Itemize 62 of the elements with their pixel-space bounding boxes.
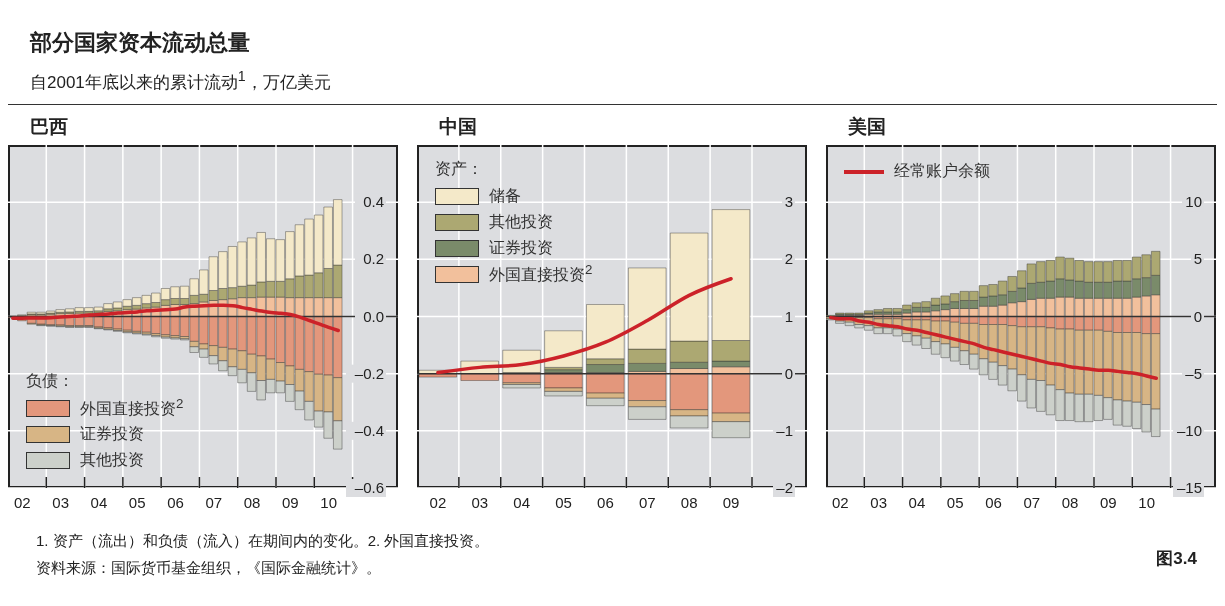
x-tick-label: 05: [555, 493, 572, 511]
x-tick-label: 05: [128, 493, 146, 511]
y-tick-label: 10: [1185, 192, 1202, 210]
legend-label: 外国直接投资$^{2}$: [80, 396, 184, 420]
y-tick-label: –5: [1185, 364, 1202, 382]
y-tick-label: –10: [1176, 421, 1202, 439]
y-tick-label: –2: [776, 478, 793, 496]
text: 1. 资产（流出）和负债（流入）在期间内的变化。2. 外国直接投资。: [36, 531, 490, 549]
x-tick-label: 06: [597, 493, 614, 511]
y-tick-label: 0: [1193, 307, 1202, 325]
x-tick-label: 05: [946, 493, 964, 511]
x-tick-label: 08: [1061, 493, 1079, 511]
text: 自2001年底以来的累计流动$^{1}$，万亿美元: [29, 67, 332, 94]
x-tick-label: 03: [52, 493, 69, 511]
x-tick-label: 02: [429, 493, 447, 511]
x-tick-label: 06: [167, 493, 184, 511]
x-tick-label: 07: [205, 493, 223, 511]
x-tick-label: 02: [832, 493, 849, 511]
x-tick-label: 09: [722, 493, 740, 511]
x-tick-label: 10: [1138, 493, 1155, 511]
y-tick-label: 0.4: [363, 192, 384, 210]
legend-label: 储备: [489, 186, 521, 207]
x-tick-label: 02: [14, 493, 31, 511]
y-tick-label: –0.2: [354, 364, 384, 382]
x-tick-label: 03: [471, 493, 489, 511]
x-tick-label: 03: [870, 493, 887, 511]
x-tick-label: 06: [985, 493, 1002, 511]
y-tick-label: 1: [784, 307, 793, 325]
legend-label: 外国直接投资$^{2}$: [489, 262, 593, 286]
text: 部分国家资本流动总量: [28, 29, 251, 57]
x-tick-label: 10: [320, 493, 337, 511]
legend-label: 其他投资: [80, 450, 144, 471]
x-tick-label: 08: [680, 493, 698, 511]
y-tick-label: 0: [784, 364, 793, 382]
legend-label: 经常账户余额: [894, 161, 990, 182]
legend-label: 证券投资: [489, 238, 553, 259]
x-tick-label: 04: [90, 493, 108, 511]
legend-title: 负债：: [26, 370, 75, 391]
x-tick-label: 07: [638, 493, 656, 511]
y-tick-label: 0.0: [363, 307, 384, 325]
chart-title: 中国: [438, 114, 478, 139]
y-tick-label: 0.2: [363, 249, 384, 267]
y-tick-label: –0.4: [354, 421, 384, 439]
y-tick-label: 3: [784, 192, 793, 210]
y-tick-label: –1: [776, 421, 793, 439]
x-tick-label: 08: [243, 493, 261, 511]
chart-title: 巴西: [29, 114, 69, 139]
legend-title: 资产：: [435, 158, 484, 179]
y-tick-label: 5: [1193, 249, 1202, 267]
x-tick-label: 04: [513, 493, 531, 511]
y-tick-label: 2: [784, 249, 793, 267]
caption: 图3.4: [1156, 547, 1197, 570]
x-tick-label: 09: [1100, 493, 1117, 511]
x-tick-label: 07: [1023, 493, 1041, 511]
legend-label: 其他投资: [489, 212, 553, 233]
legend-label: 证券投资: [80, 424, 144, 445]
y-tick-label: –15: [1176, 478, 1202, 496]
x-tick-label: 09: [282, 493, 299, 511]
y-tick-label: –0.6: [354, 478, 384, 496]
chart-title: 美国: [847, 114, 887, 139]
text: 资料来源：国际货币基金组织，《国际金融统计》。: [36, 558, 381, 576]
x-tick-label: 04: [908, 493, 926, 511]
